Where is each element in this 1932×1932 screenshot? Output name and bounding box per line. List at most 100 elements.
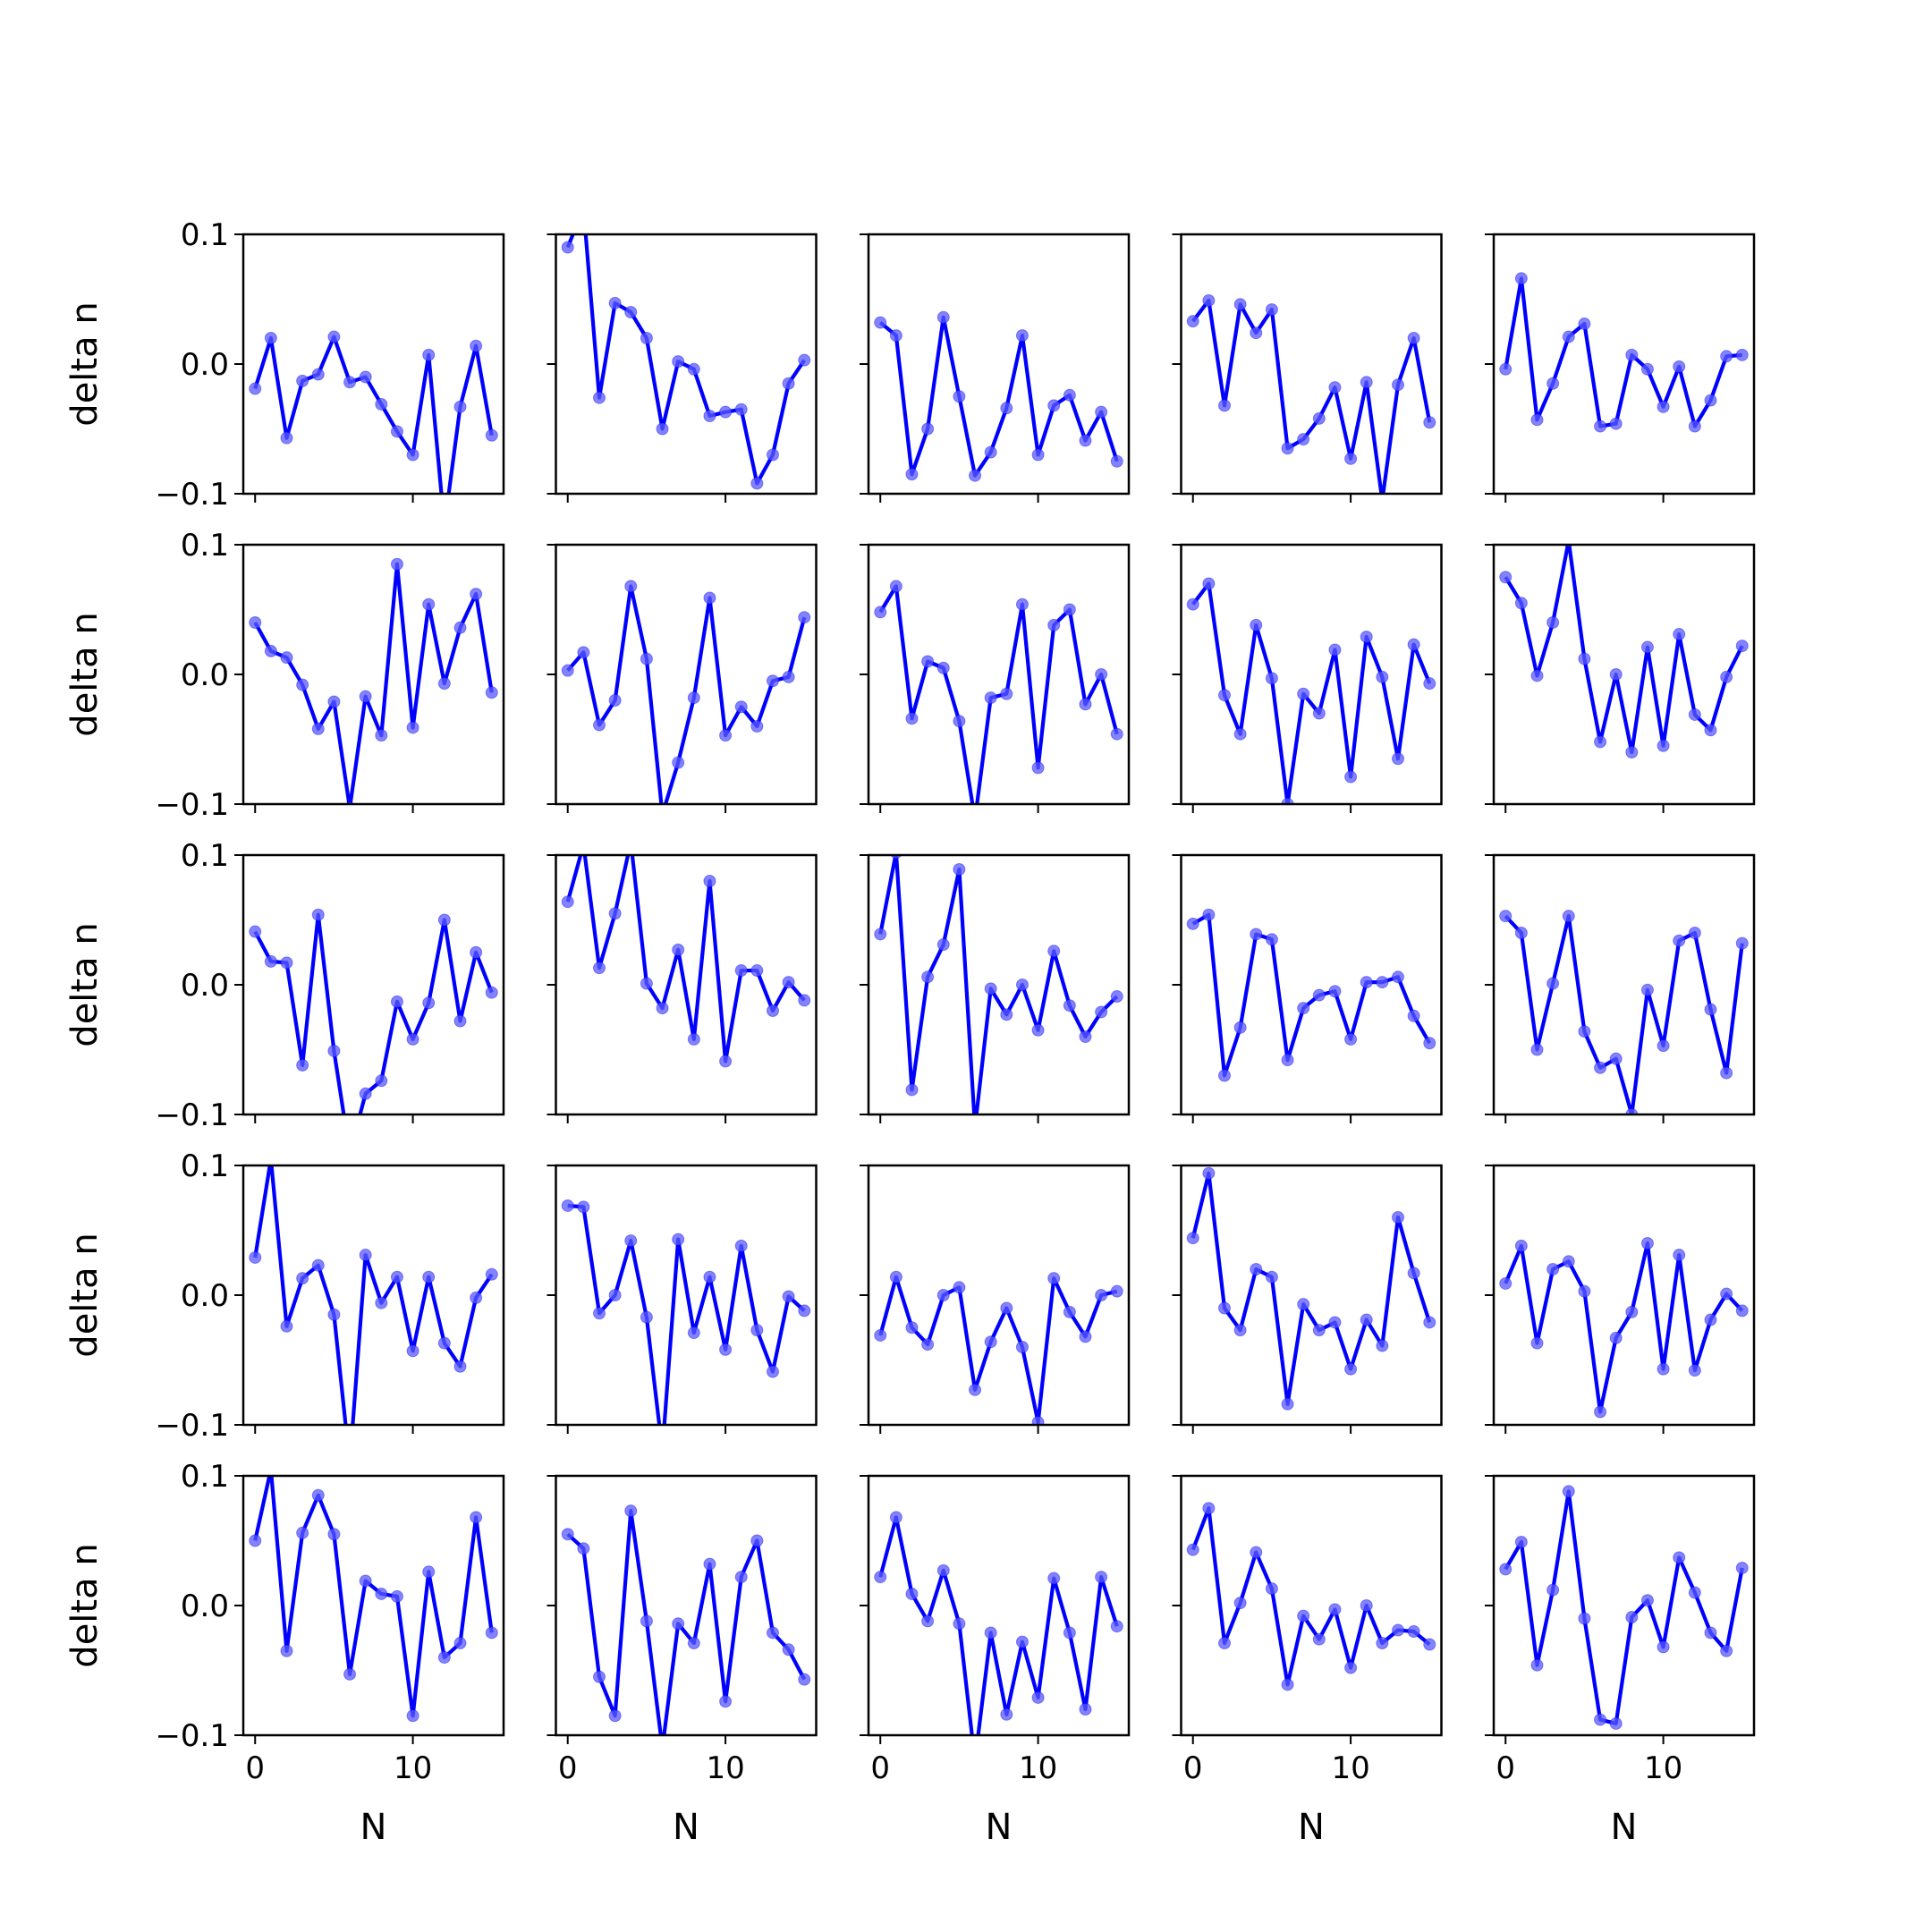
data-point	[1234, 1597, 1246, 1609]
data-point	[890, 1512, 902, 1523]
data-point	[1736, 1305, 1748, 1317]
data-point	[1595, 736, 1606, 748]
data-point	[391, 996, 402, 1007]
data-point	[1500, 1563, 1512, 1575]
data-point	[937, 662, 949, 674]
data-point	[1111, 1621, 1123, 1632]
data-point	[1736, 1562, 1748, 1573]
data-point	[1515, 1536, 1527, 1547]
data-point	[1626, 1306, 1638, 1318]
data-point	[1579, 318, 1590, 330]
data-point	[1282, 1055, 1293, 1066]
data-point	[578, 1201, 589, 1213]
data-point	[1234, 299, 1246, 310]
data-point	[328, 1529, 340, 1540]
data-point	[1329, 382, 1341, 394]
data-point	[1705, 1004, 1716, 1015]
data-point	[312, 1489, 324, 1501]
data-point	[1721, 1645, 1733, 1657]
data-point	[1298, 434, 1309, 445]
x-tick-label: 10	[706, 1750, 744, 1786]
data-point	[312, 909, 324, 920]
data-point	[1266, 934, 1277, 945]
data-point	[470, 589, 482, 600]
data-point	[1080, 1031, 1091, 1043]
y-tick-label: −0.1	[155, 1408, 229, 1444]
data-point	[720, 406, 732, 418]
data-point	[486, 687, 497, 699]
data-point	[1298, 688, 1309, 699]
data-point	[1048, 619, 1060, 631]
data-point	[1595, 1062, 1606, 1073]
data-point	[1579, 1285, 1590, 1297]
data-point	[1096, 1006, 1107, 1018]
data-point	[562, 242, 573, 253]
data-point	[953, 391, 965, 402]
data-point	[875, 1572, 886, 1583]
y-axis-label: delta n	[64, 612, 106, 736]
data-point	[1345, 771, 1357, 783]
data-point	[1641, 984, 1653, 996]
x-tick-label: 0	[1183, 1750, 1203, 1786]
data-point	[1234, 1021, 1246, 1033]
data-point	[1266, 304, 1277, 316]
data-point	[1096, 1290, 1107, 1301]
data-point	[1705, 1627, 1716, 1639]
data-point	[1032, 449, 1044, 461]
data-point	[1360, 977, 1372, 988]
data-point	[344, 377, 356, 388]
data-point	[1187, 918, 1199, 929]
data-point	[1266, 673, 1277, 684]
data-point	[720, 1055, 732, 1067]
data-point	[423, 598, 435, 610]
data-point	[704, 1271, 716, 1283]
data-point	[688, 692, 699, 704]
data-point	[657, 1003, 668, 1014]
data-point	[1063, 1000, 1075, 1012]
data-point	[688, 1327, 699, 1339]
y-tick-label: 0.1	[181, 528, 229, 564]
data-point	[1515, 928, 1527, 939]
data-point	[1203, 294, 1215, 306]
data-point	[799, 354, 810, 366]
data-point	[1531, 670, 1543, 682]
data-point	[1096, 1572, 1107, 1583]
data-point	[454, 1638, 466, 1649]
data-point	[297, 1527, 309, 1538]
data-point	[1203, 909, 1215, 920]
data-point	[391, 558, 402, 570]
data-point	[250, 383, 261, 394]
data-point	[297, 1059, 309, 1071]
data-point	[625, 307, 637, 318]
data-point	[1610, 1053, 1622, 1064]
x-tick-label: 10	[1019, 1750, 1057, 1786]
data-point	[281, 1645, 292, 1657]
data-point	[1641, 641, 1653, 653]
data-point	[391, 1271, 402, 1283]
data-point	[1674, 629, 1685, 640]
data-point	[720, 1343, 732, 1355]
data-point	[953, 1282, 965, 1293]
data-point	[890, 580, 902, 592]
data-point	[1360, 1600, 1372, 1612]
data-point	[704, 1558, 716, 1570]
data-point	[1080, 1331, 1091, 1343]
data-point	[1313, 708, 1325, 719]
data-point	[783, 671, 794, 682]
data-point	[1298, 1610, 1309, 1622]
data-point	[1408, 1010, 1419, 1021]
data-point	[953, 1618, 965, 1630]
data-point	[937, 1290, 949, 1301]
data-point	[1187, 1233, 1199, 1244]
data-point	[281, 432, 292, 444]
x-axis-label: N	[986, 1807, 1013, 1848]
x-tick-label: 0	[870, 1750, 890, 1786]
data-point	[1579, 653, 1590, 665]
data-point	[1500, 363, 1512, 375]
data-point	[312, 723, 324, 734]
data-point	[1705, 394, 1716, 406]
data-point	[1377, 671, 1388, 682]
data-point	[423, 997, 435, 1009]
data-point	[1080, 699, 1091, 710]
